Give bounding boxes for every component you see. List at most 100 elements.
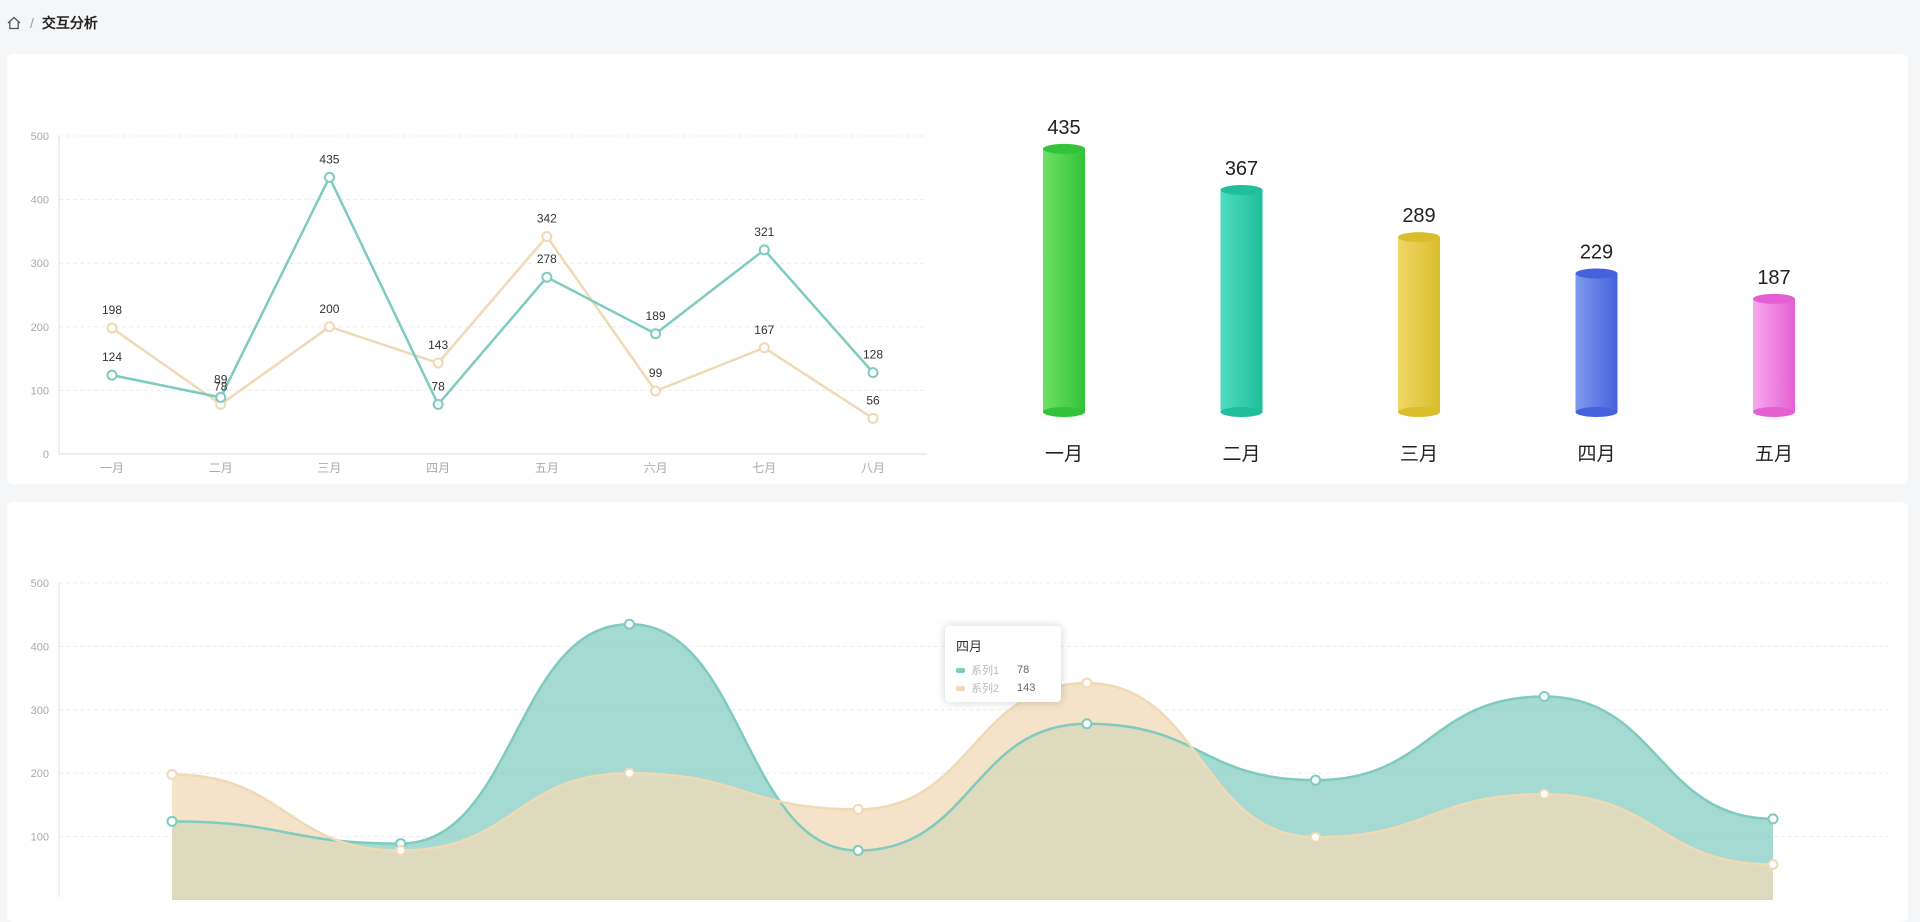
data-point — [1767, 813, 1779, 825]
data-point — [106, 369, 118, 381]
data-point — [166, 815, 178, 827]
data-label: 167 — [754, 323, 774, 337]
tooltip-dot-series2 — [956, 685, 965, 691]
series-line-1 — [111, 174, 874, 407]
series-line-2 — [111, 234, 874, 420]
bar — [1220, 190, 1263, 412]
data-label: 189 — [646, 309, 666, 323]
data-point — [541, 271, 553, 283]
bar-category-label: 一月 — [1045, 444, 1083, 465]
tooltip-series2-value: 143 — [1017, 682, 1036, 694]
bar-top-cap — [1220, 185, 1263, 196]
data-point — [395, 845, 407, 857]
data-label: 89 — [214, 372, 228, 386]
x-tick-label: 七月 — [752, 461, 776, 475]
bar-bottom-cap — [1398, 407, 1440, 417]
series-area-2 — [172, 683, 1773, 900]
breadcrumb: / 交互分析 — [6, 12, 98, 34]
bar-category-label: 五月 — [1755, 444, 1793, 465]
data-point — [166, 768, 178, 780]
bar-category-label: 三月 — [1400, 444, 1438, 465]
x-tick-label: 六月 — [644, 461, 668, 475]
data-label: 278 — [537, 252, 557, 266]
y-tick-label: 500 — [31, 131, 49, 143]
x-tick-label: 四月 — [426, 461, 450, 475]
tooltip-series1-value: 78 — [1017, 664, 1030, 676]
bar — [1753, 298, 1795, 412]
chart-tooltip: 四月 系列1 78 系列2 143 — [945, 626, 1061, 702]
bar-bottom-cap — [1753, 407, 1795, 417]
y-tick-label: 300 — [31, 705, 49, 717]
data-point — [623, 618, 635, 630]
area-chart[interactable]: 100 200 300 400 500 — [0, 0, 1920, 900]
y-tick-label: 200 — [31, 768, 49, 780]
bar-top-cap — [1398, 232, 1440, 243]
bar-bottom-cap — [1575, 407, 1618, 417]
bar-category-label: 二月 — [1222, 444, 1260, 465]
bar — [1398, 237, 1440, 412]
tooltip-row-series2: 系列2 143 — [956, 679, 1050, 697]
data-label: 342 — [537, 211, 557, 225]
data-label: 78 — [431, 379, 445, 393]
data-point — [1310, 831, 1322, 843]
data-point — [852, 845, 864, 857]
y-tick-label: 200 — [31, 322, 49, 334]
data-label: 128 — [863, 348, 883, 362]
data-point — [1767, 858, 1779, 870]
bar — [1575, 273, 1618, 412]
bar — [1043, 148, 1085, 412]
data-label: 321 — [754, 225, 774, 239]
bar-category-label: 四月 — [1577, 444, 1615, 465]
data-label: 435 — [319, 152, 339, 166]
data-label: 200 — [319, 302, 339, 316]
bar-top-cap — [1753, 293, 1795, 304]
y-tick-label: 100 — [31, 832, 49, 844]
data-point — [623, 767, 635, 779]
y-tick-label: 500 — [31, 578, 49, 590]
data-label: 124 — [102, 350, 122, 364]
breadcrumb-separator: / — [30, 15, 34, 31]
tooltip-title: 四月 — [956, 639, 983, 654]
bar-bottom-cap — [1043, 407, 1085, 417]
data-label: 99 — [649, 366, 663, 380]
data-point — [758, 244, 770, 256]
data-point — [867, 412, 879, 424]
data-point — [1310, 774, 1322, 786]
data-point — [650, 385, 662, 397]
data-point — [323, 321, 335, 333]
data-label: 198 — [102, 303, 122, 317]
data-point — [1538, 788, 1550, 800]
cylinder-bar-chart[interactable]: 435 一月 367 二月 289 三月 229 四月 187 五月 — [0, 0, 1920, 897]
data-point — [432, 398, 444, 410]
x-tick-label: 二月 — [209, 461, 233, 475]
data-point — [1081, 677, 1093, 689]
data-point — [323, 171, 335, 183]
data-point — [1081, 718, 1093, 730]
bar-value-label: 289 — [1402, 205, 1435, 227]
y-tick-label: 300 — [31, 258, 49, 270]
data-point — [650, 328, 662, 340]
home-icon[interactable] — [6, 15, 22, 31]
bar-value-label: 435 — [1047, 117, 1080, 139]
data-label: 78 — [214, 379, 228, 393]
data-point — [867, 367, 879, 379]
y-tick-label: 100 — [31, 385, 49, 397]
data-label: 56 — [866, 393, 880, 407]
bar-value-label: 229 — [1580, 241, 1613, 263]
breadcrumb-current[interactable]: 交互分析 — [41, 15, 98, 31]
tooltip-row-series1: 系列1 78 — [956, 661, 1050, 679]
tooltip-series2-name: 系列2 — [971, 683, 1000, 695]
data-point — [1538, 690, 1550, 702]
data-point — [432, 357, 444, 369]
y-tick-label: 400 — [31, 195, 49, 207]
series-line-1 — [171, 622, 1774, 852]
tooltip-dot-series1 — [956, 667, 965, 673]
y-tick-label: 0 — [43, 449, 49, 461]
bar-top-cap — [1575, 268, 1618, 279]
bar-top-cap — [1043, 143, 1085, 154]
bar-value-label: 367 — [1225, 158, 1258, 180]
y-tick-label: 400 — [31, 641, 49, 653]
bar-bottom-cap — [1220, 407, 1263, 417]
x-tick-label: 五月 — [535, 461, 559, 475]
